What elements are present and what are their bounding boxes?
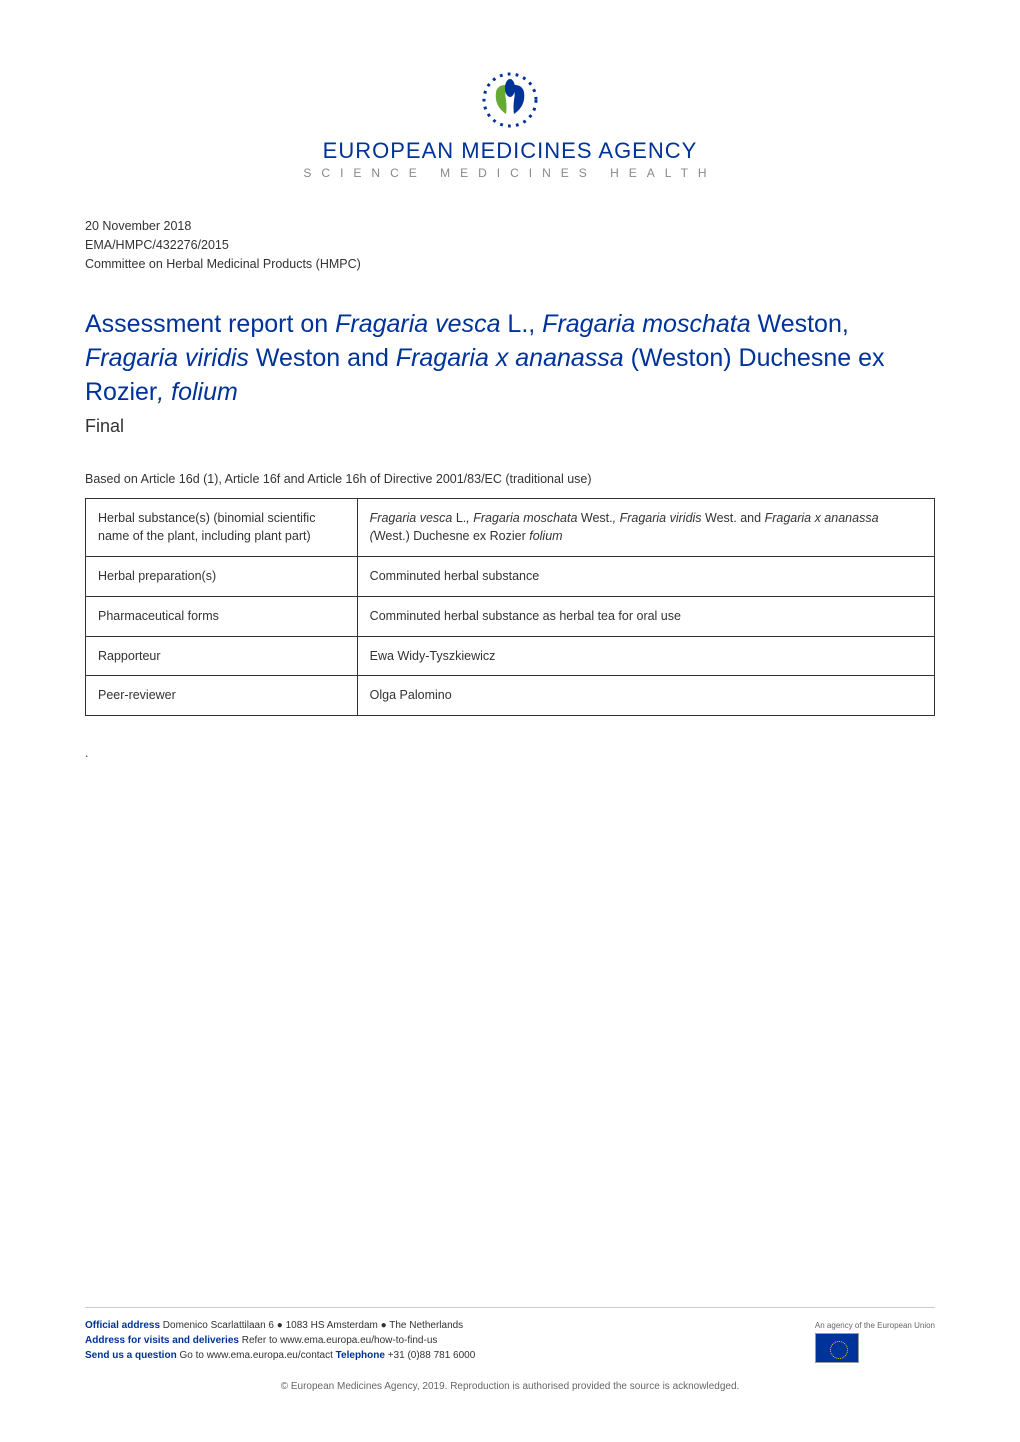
table-row: Pharmaceutical forms Comminuted herbal s… xyxy=(86,596,935,636)
footer-label: Send us a question xyxy=(85,1350,177,1361)
page-footer: Official address Domenico Scarlattilaan … xyxy=(85,1307,935,1392)
table-row: Rapporteur Ewa Widy-Tyszkiewicz xyxy=(86,636,935,676)
table-cell-label: Pharmaceutical forms xyxy=(86,596,358,636)
table-cell-value: Fragaria vesca L., Fragaria moschata Wes… xyxy=(357,498,934,557)
table-cell-value: Olga Palomino xyxy=(357,676,934,716)
footer-label: Address for visits and deliveries xyxy=(85,1335,239,1346)
logo-text-sub: SCIENCE MEDICINES HEALTH xyxy=(303,166,716,180)
table-cell-label: Herbal substance(s) (binomial scientific… xyxy=(86,498,358,557)
legal-basis: Based on Article 16d (1), Article 16f an… xyxy=(85,472,935,486)
logo-icon xyxy=(480,70,540,130)
table-cell-value: Comminuted herbal substance xyxy=(357,557,934,597)
table-cell-value: Comminuted herbal substance as herbal te… xyxy=(357,596,934,636)
meta-ref: EMA/HMPC/432276/2015 xyxy=(85,236,935,255)
document-title: Assessment report on Fragaria vesca L., … xyxy=(85,308,935,409)
footer-address-block: Official address Domenico Scarlattilaan … xyxy=(85,1318,475,1363)
document-status: Final xyxy=(85,416,935,437)
table-row: Peer-reviewer Olga Palomino xyxy=(86,676,935,716)
document-meta: 20 November 2018 EMA/HMPC/432276/2015 Co… xyxy=(85,217,935,273)
eu-flag-icon xyxy=(815,1333,859,1363)
footer-label: Telephone xyxy=(336,1350,385,1361)
table-cell-label: Peer-reviewer xyxy=(86,676,358,716)
logo-text-main: EUROPEAN MEDICINES AGENCY xyxy=(303,138,716,164)
footer-label: Official address xyxy=(85,1320,160,1331)
meta-committee: Committee on Herbal Medicinal Products (… xyxy=(85,255,935,274)
eu-flag-block: An agency of the European Union xyxy=(815,1321,935,1363)
meta-date: 20 November 2018 xyxy=(85,217,935,236)
stray-dot: . xyxy=(85,746,935,760)
info-table: Herbal substance(s) (binomial scientific… xyxy=(85,498,935,717)
table-cell-label: Herbal preparation(s) xyxy=(86,557,358,597)
agency-logo: EUROPEAN MEDICINES AGENCY SCIENCE MEDICI… xyxy=(85,70,935,182)
table-cell-value: Ewa Widy-Tyszkiewicz xyxy=(357,636,934,676)
copyright: © European Medicines Agency, 2019. Repro… xyxy=(85,1381,935,1392)
table-row: Herbal preparation(s) Comminuted herbal … xyxy=(86,557,935,597)
table-row: Herbal substance(s) (binomial scientific… xyxy=(86,498,935,557)
table-cell-label: Rapporteur xyxy=(86,636,358,676)
agency-line: An agency of the European Union xyxy=(815,1321,935,1330)
